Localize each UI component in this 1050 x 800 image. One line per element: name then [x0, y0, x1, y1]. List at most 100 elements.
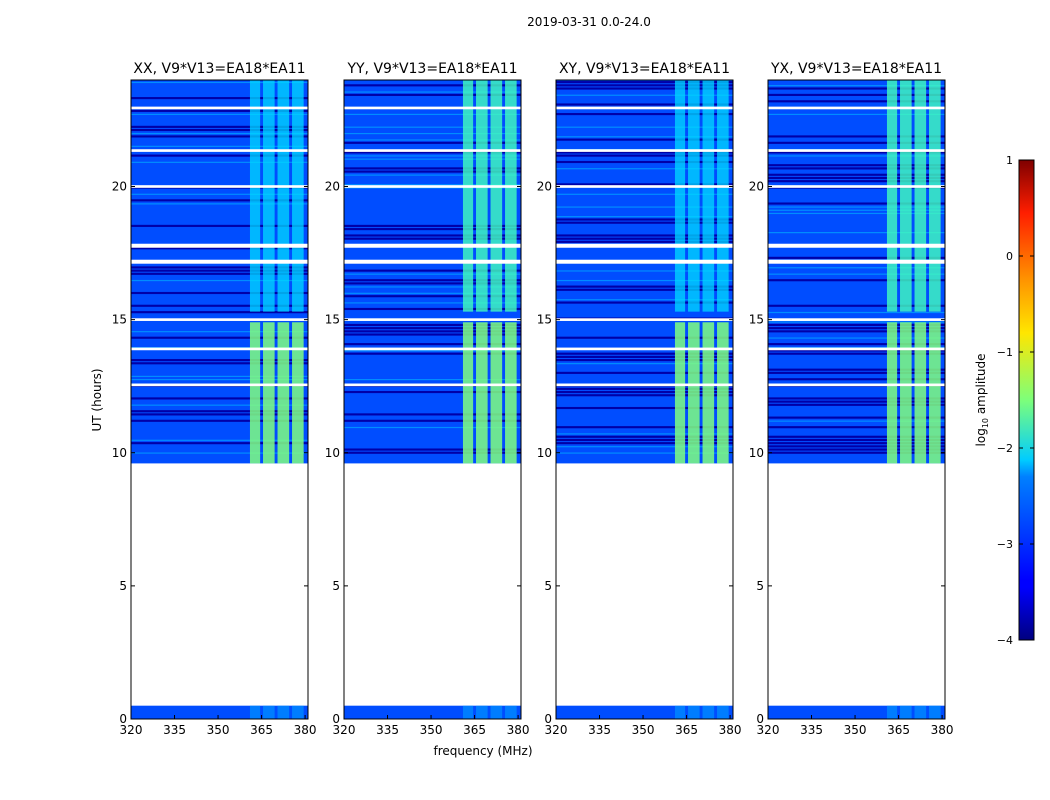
dark-row — [131, 199, 308, 202]
bright-row — [556, 136, 733, 138]
dark-row — [344, 419, 521, 422]
dark-row — [768, 93, 945, 96]
dark-row — [556, 234, 733, 237]
x-tick-label: 365 — [675, 723, 698, 737]
dark-row — [768, 435, 945, 438]
dark-row — [768, 304, 945, 307]
rfi-band — [688, 322, 700, 464]
rfi-band — [717, 80, 729, 312]
flagged-gap — [556, 185, 733, 188]
dark-row — [768, 442, 945, 445]
flagged-gap — [556, 149, 733, 152]
bright-row — [344, 126, 521, 128]
x-tick-label: 380 — [931, 723, 954, 737]
rfi-band — [929, 705, 941, 719]
flagged-gap — [131, 106, 308, 110]
x-tick-label: 335 — [800, 723, 823, 737]
dark-row — [344, 269, 521, 272]
panel-title: XY, V9*V13=EA18*EA11 — [559, 61, 730, 77]
bright-row — [768, 232, 945, 234]
rfi-band — [688, 705, 700, 719]
flagged-gap — [131, 318, 308, 321]
rfi-band — [702, 80, 715, 312]
rfi-band — [490, 322, 503, 464]
bright-row — [768, 206, 945, 208]
flagged-gap — [768, 347, 945, 351]
dark-row — [344, 295, 521, 298]
y-axis-label: UT (hours) — [90, 368, 104, 431]
dark-row — [344, 84, 521, 87]
bright-row — [344, 187, 521, 189]
dark-row — [556, 336, 733, 339]
bright-row — [556, 206, 733, 208]
flagged-gap — [768, 318, 945, 321]
dark-row — [556, 218, 733, 221]
rfi-band — [900, 322, 912, 464]
flagged-gap — [768, 383, 945, 387]
x-tick-label: 380 — [719, 723, 742, 737]
colorbar-tick-label: −1 — [997, 346, 1013, 359]
dark-row — [556, 394, 733, 397]
dark-row — [556, 301, 733, 304]
flagged-gap — [344, 185, 521, 188]
bright-row — [344, 132, 521, 135]
dark-row — [131, 266, 308, 269]
flagged-gap — [344, 149, 521, 152]
dark-row — [556, 426, 733, 429]
dark-row — [556, 371, 733, 374]
colorbar: 10−1−2−3−4 log10 amplitude — [974, 154, 1035, 647]
dark-row — [768, 151, 945, 154]
dark-row — [556, 240, 733, 243]
dark-row — [131, 397, 308, 400]
dark-row — [768, 397, 945, 400]
dark-row — [768, 256, 945, 259]
dark-row — [768, 141, 945, 144]
bright-row — [556, 279, 733, 282]
dark-row — [344, 448, 521, 451]
rfi-band — [505, 322, 517, 464]
y-tick-label: 5 — [332, 579, 340, 593]
x-axis-label: frequency (MHz) — [433, 744, 532, 758]
bright-row — [131, 193, 308, 195]
dark-row — [768, 323, 945, 327]
dark-row — [344, 390, 521, 394]
dark-row — [131, 247, 308, 250]
bright-row — [131, 375, 308, 378]
rfi-band — [490, 705, 503, 719]
rfi-band — [914, 322, 927, 464]
dark-row — [556, 406, 733, 410]
bright-row — [131, 439, 308, 441]
x-tick-label: 320 — [333, 723, 356, 737]
dark-row — [768, 448, 945, 451]
bright-row — [556, 270, 733, 272]
dark-row — [768, 327, 945, 330]
dark-row — [556, 84, 733, 87]
bright-row — [131, 331, 308, 333]
rfi-band — [674, 322, 686, 464]
rfi-band — [702, 322, 715, 464]
dark-row — [131, 269, 308, 272]
flagged-gap — [556, 318, 733, 321]
dark-row — [556, 87, 733, 90]
rfi-band — [462, 322, 474, 464]
rfi-band — [886, 80, 898, 312]
dark-row — [131, 413, 308, 416]
bright-row — [768, 212, 945, 215]
bright-row — [344, 155, 521, 157]
y-tick-label: 10 — [112, 446, 127, 460]
y-tick-label: 15 — [749, 313, 764, 327]
dark-row — [768, 438, 945, 442]
rfi-band — [292, 322, 304, 464]
x-tick-label: 365 — [463, 723, 486, 737]
x-tick-label: 350 — [632, 723, 655, 737]
dark-row — [556, 352, 733, 355]
heatmap-image — [768, 80, 945, 719]
dark-row — [556, 221, 733, 224]
dark-row — [131, 97, 308, 100]
dark-row — [344, 234, 521, 237]
colorbar-label-rest: amplitude — [974, 354, 988, 418]
dark-row — [768, 403, 945, 406]
bright-row — [131, 279, 308, 282]
panel-title: XX, V9*V13=EA18*EA11 — [133, 61, 305, 77]
flagged-gap — [131, 259, 308, 264]
